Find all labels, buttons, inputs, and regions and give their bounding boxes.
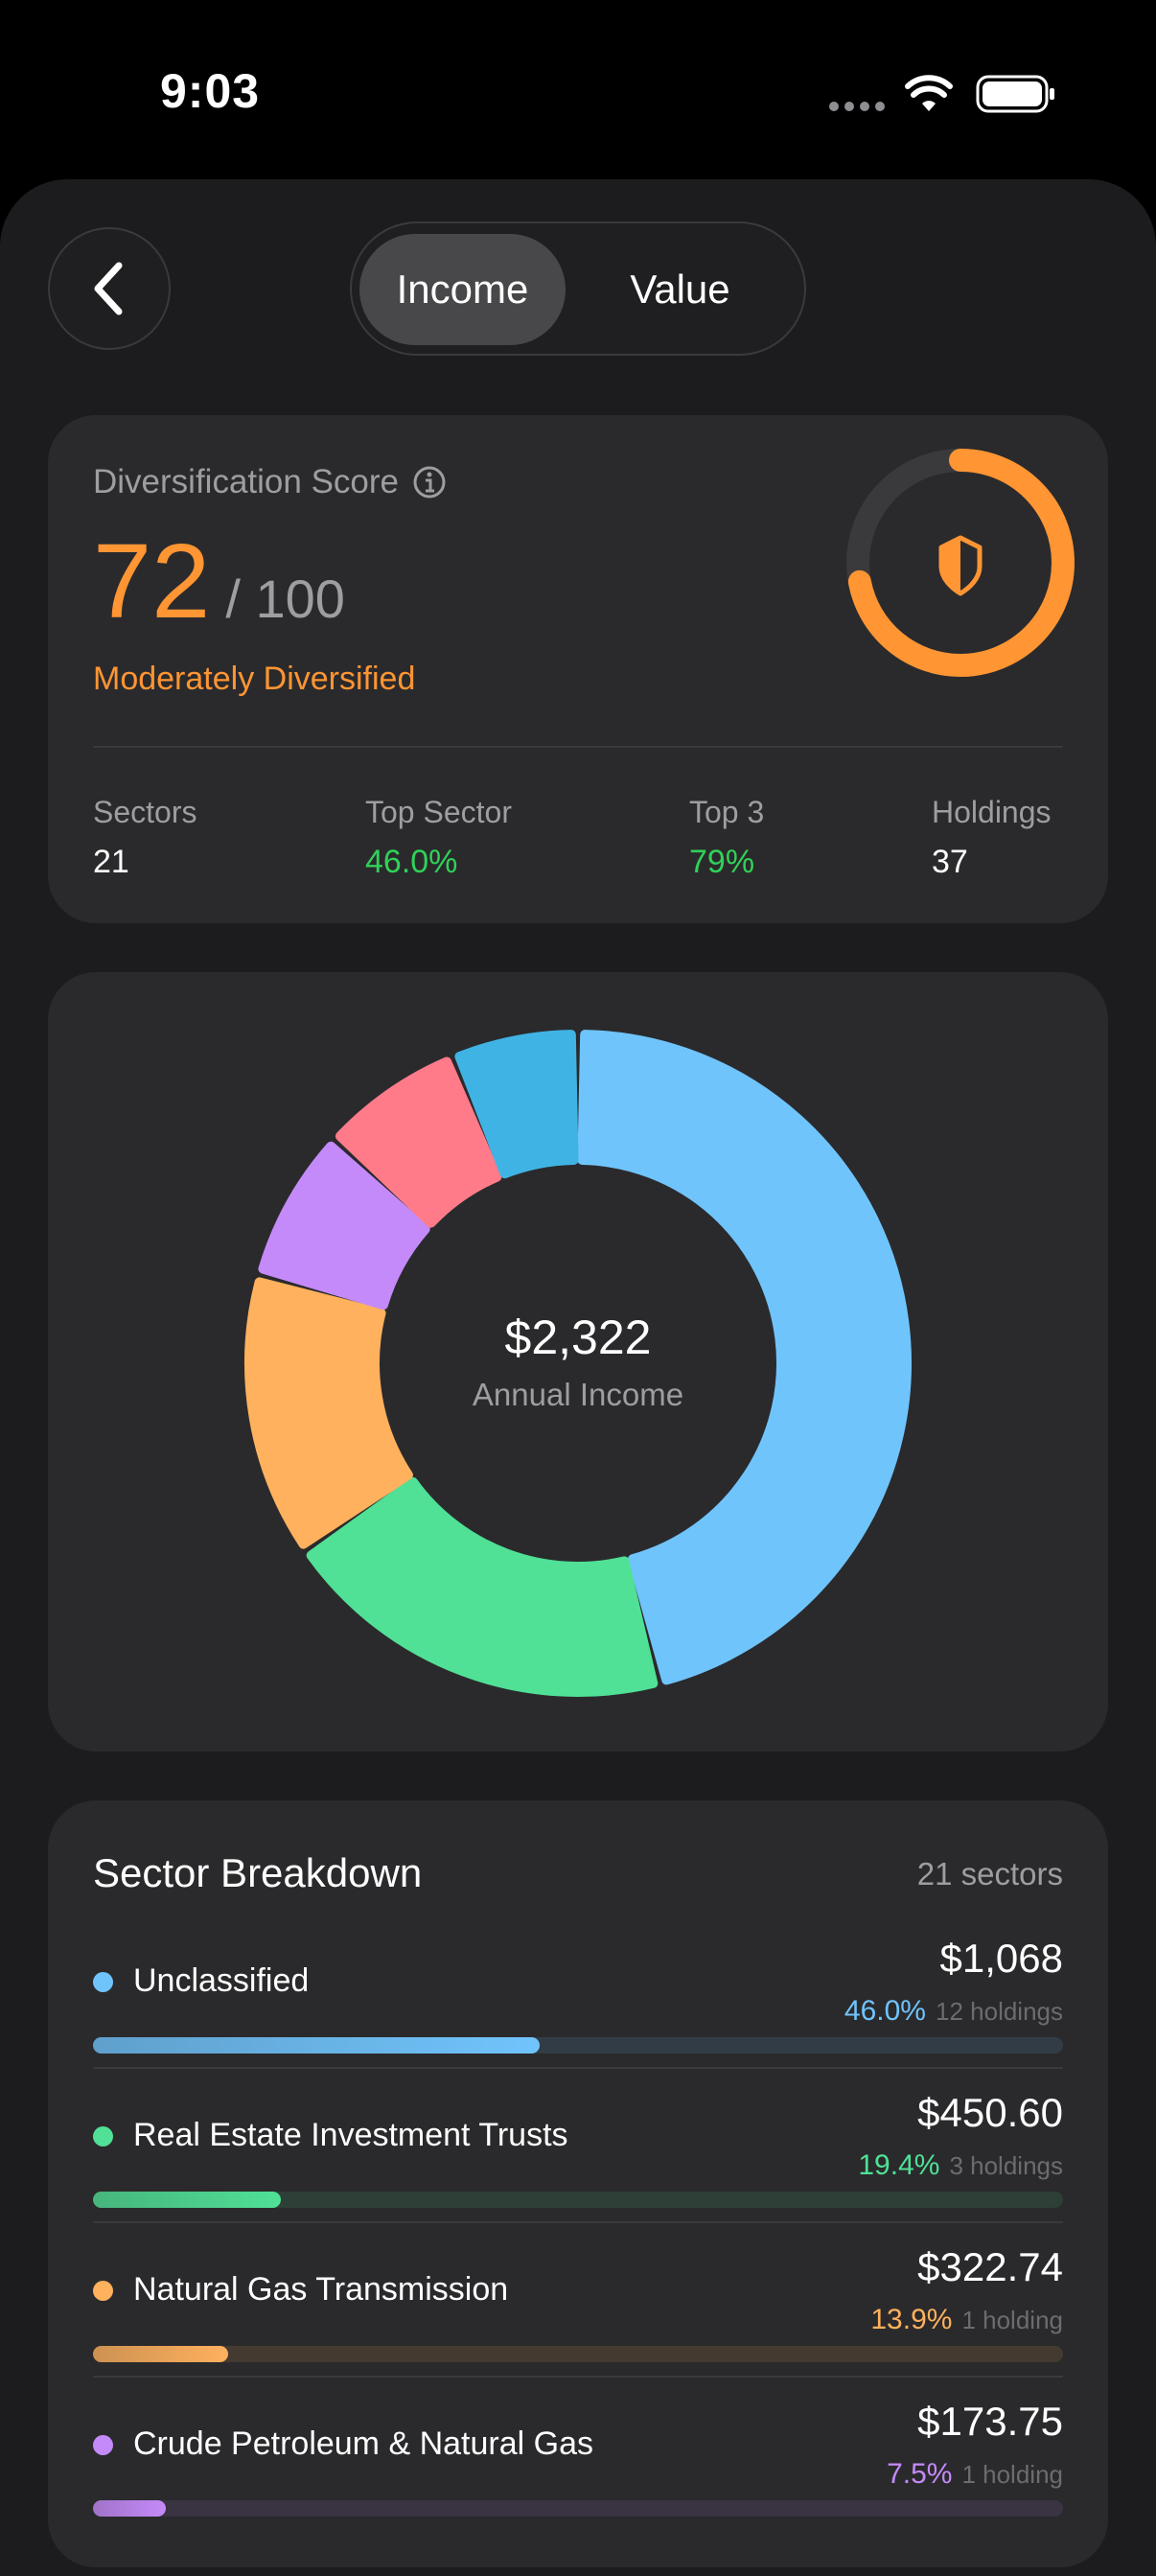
donut-slice-natural-gas-transmission[interactable] (244, 1277, 413, 1549)
sector-holdings: 3 holdings (949, 2151, 1063, 2180)
score-ring-fill (846, 449, 1075, 677)
sector-holdings: 1 holding (961, 2306, 1063, 2334)
score-value: 72 (93, 522, 211, 640)
sector-name: Natural Gas Transmission (133, 2271, 509, 2308)
sector-progress-fill (93, 2037, 540, 2054)
sector-amount: $322.74 (917, 2244, 1063, 2289)
row-divider (93, 2067, 1063, 2069)
sector-holdings: 1 holding (961, 2460, 1063, 2489)
sector-count: 21 sectors (916, 1856, 1063, 1891)
row-divider (93, 2376, 1063, 2378)
donut-slice-unclassified[interactable] (577, 1030, 912, 1685)
diversification-score-card: Diversification Score 72/ 100 Moderately… (48, 415, 1108, 923)
donut-slice-crude-petroleum-natural-gas[interactable] (258, 1141, 430, 1311)
sector-progress-bar (93, 2192, 1063, 2208)
sector-row[interactable]: Crude Petroleum & Natural Gas $173.75 7.… (93, 2378, 1063, 2532)
status-bar: 9:03 (0, 0, 1156, 179)
donut-slice-5[interactable] (454, 1030, 579, 1179)
chevron-left-icon (94, 262, 123, 315)
donut-slice-4[interactable] (335, 1056, 502, 1228)
sector-progress-fill (93, 2192, 282, 2208)
sector-progress-fill (93, 2346, 228, 2362)
sector-row[interactable]: Real Estate Investment Trusts $450.60 19… (93, 2069, 1063, 2223)
sector-meta: 19.4% 3 holdings (858, 2149, 1063, 2182)
sector-name: Crude Petroleum & Natural Gas (133, 2425, 593, 2462)
score-max: / 100 (225, 569, 345, 629)
donut-chart (244, 1030, 912, 1697)
back-button[interactable] (48, 227, 171, 350)
status-time: 9:03 (160, 64, 261, 118)
stat-top-sector: Top Sector 46.0% (365, 795, 512, 880)
sector-percent: 7.5% (887, 2458, 953, 2490)
score-title: Diversification Score (93, 463, 447, 501)
wifi-icon (905, 75, 953, 111)
donut-slice-real-estate-investment-trusts[interactable] (306, 1476, 659, 1697)
section-title: Sector Breakdown (93, 1850, 423, 1895)
score-rating: Moderately Diversified (93, 661, 416, 697)
sector-row[interactable]: Unclassified $1,068 46.0% 12 holdings (93, 1915, 1063, 2069)
sector-name: Real Estate Investment Trusts (133, 2117, 568, 2153)
sector-percent: 46.0% (844, 1995, 926, 2027)
segment-income[interactable]: Income (359, 234, 566, 345)
sector-color-dot (93, 2435, 113, 2455)
sector-holdings: 12 holdings (936, 1997, 1063, 2026)
sector-percent: 19.4% (858, 2149, 940, 2181)
row-divider (93, 2221, 1063, 2223)
sector-meta: 46.0% 12 holdings (844, 1995, 1063, 2028)
sector-progress-bar (93, 2346, 1063, 2362)
sector-color-dot (93, 1972, 113, 1992)
sector-percent: 13.9% (870, 2304, 953, 2335)
stat-top-3: Top 3 79% (689, 795, 765, 880)
stat-sectors: Sectors 21 (93, 795, 197, 880)
income-donut-card: $2,322 Annual Income (48, 972, 1108, 1752)
sector-row[interactable]: Natural Gas Transmission $322.74 13.9% 1 … (93, 2223, 1063, 2378)
sector-amount: $1,068 (939, 1936, 1063, 1981)
donut-center-value: $2,322 (504, 1311, 652, 1364)
sector-progress-bar (93, 2037, 1063, 2054)
sector-color-dot (93, 2281, 113, 2301)
score: 72/ 100 (93, 521, 345, 642)
sector-meta: 13.9% 1 holding (870, 2304, 1063, 2336)
sector-breakdown-card: Sector Breakdown 21 sectors Unclassified… (48, 1800, 1108, 2567)
info-icon[interactable] (412, 465, 447, 499)
battery-icon (976, 75, 1054, 113)
sector-meta: 7.5% 1 holding (887, 2458, 1063, 2491)
divider (93, 746, 1063, 748)
sector-amount: $450.60 (917, 2090, 1063, 2135)
segment-value[interactable]: Value (630, 267, 730, 312)
score-ring (846, 449, 1075, 677)
signal-icon (829, 102, 885, 111)
sector-progress-bar (93, 2500, 1063, 2517)
stat-holdings: Holdings 37 (932, 795, 1052, 880)
sector-amount: $173.75 (917, 2399, 1063, 2444)
donut-center-label: Annual Income (472, 1377, 684, 1412)
shield-icon (938, 535, 983, 596)
sector-progress-fill (93, 2500, 166, 2517)
income-value-segmented-control: Income Value (350, 221, 806, 356)
sector-name: Unclassified (133, 1962, 310, 1999)
sector-color-dot (93, 2126, 113, 2147)
